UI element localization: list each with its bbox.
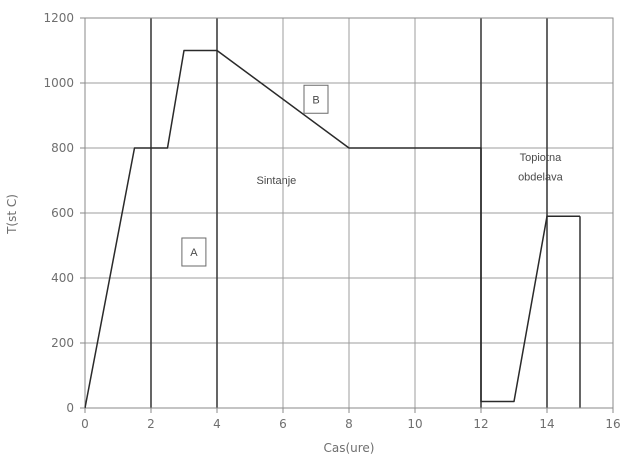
x-tick-label: 12 xyxy=(473,417,488,431)
x-tick-label: 6 xyxy=(279,417,287,431)
annotation-text: Sintanje xyxy=(257,175,297,187)
y-tick-label: 1000 xyxy=(43,76,74,90)
x-tick-label: 8 xyxy=(345,417,353,431)
annotation-text: obdelava xyxy=(518,172,564,184)
annotation-label-a: A xyxy=(190,247,198,259)
x-tick-labels: 0 2 4 6 8 10 12 14 16 xyxy=(81,408,620,431)
y-axis-title: T(st C) xyxy=(5,194,19,235)
x-tick-label: 0 xyxy=(81,417,89,431)
x-tick-label: 14 xyxy=(539,417,554,431)
x-axis-title: Cas(ure) xyxy=(323,441,374,455)
y-tick-labels: 0 200 400 600 800 1000 1200 xyxy=(43,11,85,415)
series xyxy=(84,49,580,409)
y-tick-label: 1200 xyxy=(43,11,74,25)
x-tick-label: 2 xyxy=(147,417,155,431)
y-tick-label: 0 xyxy=(66,401,74,415)
y-tick-label: 800 xyxy=(51,141,74,155)
y-tick-label: 400 xyxy=(51,271,74,285)
x-tick-label: 4 xyxy=(213,417,221,431)
annotation-box-a xyxy=(181,237,207,267)
grid xyxy=(85,18,613,408)
annotation-text: Topiotna xyxy=(520,152,562,164)
annotations: A B Sintanje Topiotna obdelava xyxy=(181,84,564,267)
x-tick-label: 10 xyxy=(407,417,422,431)
annotation-box-b xyxy=(303,84,329,114)
annotation-label-b: B xyxy=(312,94,319,106)
x-tick-label: 16 xyxy=(605,417,620,431)
y-tick-label: 200 xyxy=(51,336,74,350)
y-tick-label: 600 xyxy=(51,206,74,220)
series-line xyxy=(84,49,580,409)
